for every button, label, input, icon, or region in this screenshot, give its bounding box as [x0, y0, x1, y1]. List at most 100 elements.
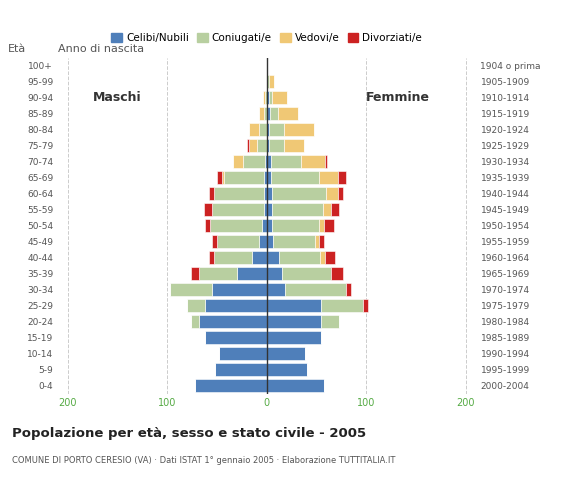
Bar — [272, 219, 320, 232]
Bar — [267, 363, 307, 376]
Bar — [321, 251, 325, 264]
Bar — [214, 251, 252, 264]
Bar — [265, 155, 267, 168]
Bar — [279, 251, 321, 264]
Bar — [249, 139, 257, 152]
Bar — [205, 331, 267, 344]
Bar — [324, 219, 335, 232]
Bar — [321, 299, 363, 312]
Bar — [271, 155, 300, 168]
Bar — [252, 251, 267, 264]
Bar — [318, 171, 338, 184]
Bar — [259, 123, 267, 136]
Bar — [233, 155, 243, 168]
Bar — [212, 203, 264, 216]
Bar — [264, 203, 267, 216]
Bar — [219, 347, 267, 360]
Bar — [267, 251, 279, 264]
Bar — [271, 171, 318, 184]
Legend: Celibi/Nubili, Coniugati/e, Vedovi/e, Divorziati/e: Celibi/Nubili, Coniugati/e, Vedovi/e, Di… — [107, 29, 426, 48]
Bar — [267, 347, 304, 360]
Bar — [267, 235, 273, 248]
Bar — [205, 299, 267, 312]
Bar — [267, 379, 324, 392]
Bar — [284, 123, 314, 136]
Bar — [259, 235, 267, 248]
Bar — [272, 203, 324, 216]
Bar — [257, 139, 267, 152]
Bar — [300, 155, 325, 168]
Bar — [217, 171, 222, 184]
Bar — [224, 171, 264, 184]
Bar — [331, 203, 339, 216]
Bar — [267, 267, 282, 280]
Bar — [331, 267, 343, 280]
Bar — [259, 107, 264, 120]
Bar — [267, 171, 271, 184]
Bar — [267, 315, 321, 328]
Bar — [338, 187, 343, 200]
Bar — [321, 315, 339, 328]
Bar — [269, 91, 272, 104]
Text: Maschi: Maschi — [93, 91, 142, 104]
Bar — [273, 235, 314, 248]
Bar — [363, 299, 368, 312]
Bar — [263, 91, 265, 104]
Bar — [338, 171, 346, 184]
Bar — [267, 283, 285, 296]
Bar — [285, 283, 346, 296]
Bar — [324, 203, 331, 216]
Bar — [204, 203, 212, 216]
Bar — [269, 139, 284, 152]
Bar — [272, 187, 327, 200]
Bar — [267, 91, 269, 104]
Bar — [272, 91, 287, 104]
Bar — [278, 107, 298, 120]
Bar — [269, 123, 284, 136]
Bar — [267, 187, 272, 200]
Bar — [267, 155, 271, 168]
Bar — [346, 283, 351, 296]
Bar — [264, 187, 267, 200]
Bar — [210, 219, 262, 232]
Bar — [269, 75, 274, 88]
Bar — [267, 219, 272, 232]
Bar — [191, 267, 199, 280]
Bar — [187, 299, 205, 312]
Bar — [270, 107, 278, 120]
Bar — [284, 139, 303, 152]
Text: Popolazione per età, sesso e stato civile - 2005: Popolazione per età, sesso e stato civil… — [12, 427, 366, 440]
Text: COMUNE DI PORTO CERESIO (VA) · Dati ISTAT 1° gennaio 2005 · Elaborazione TUTTITA: COMUNE DI PORTO CERESIO (VA) · Dati ISTA… — [12, 456, 395, 465]
Bar — [282, 267, 331, 280]
Text: Età: Età — [8, 44, 26, 54]
Bar — [191, 315, 199, 328]
Bar — [314, 235, 320, 248]
Bar — [249, 123, 259, 136]
Bar — [171, 283, 212, 296]
Bar — [199, 315, 267, 328]
Bar — [199, 267, 237, 280]
Bar — [205, 219, 210, 232]
Bar — [237, 267, 267, 280]
Text: Anno di nascita: Anno di nascita — [58, 44, 144, 54]
Bar — [267, 331, 321, 344]
Bar — [217, 235, 259, 248]
Bar — [267, 299, 321, 312]
Bar — [195, 379, 267, 392]
Bar — [267, 139, 269, 152]
Bar — [267, 75, 269, 88]
Bar — [262, 219, 267, 232]
Bar — [327, 187, 338, 200]
Bar — [265, 91, 267, 104]
Bar — [247, 139, 249, 152]
Bar — [264, 171, 267, 184]
Bar — [209, 187, 214, 200]
Bar — [215, 363, 267, 376]
Bar — [325, 251, 335, 264]
Bar — [222, 171, 224, 184]
Bar — [243, 155, 265, 168]
Bar — [320, 235, 324, 248]
Bar — [209, 251, 214, 264]
Bar — [264, 107, 267, 120]
Bar — [214, 187, 264, 200]
